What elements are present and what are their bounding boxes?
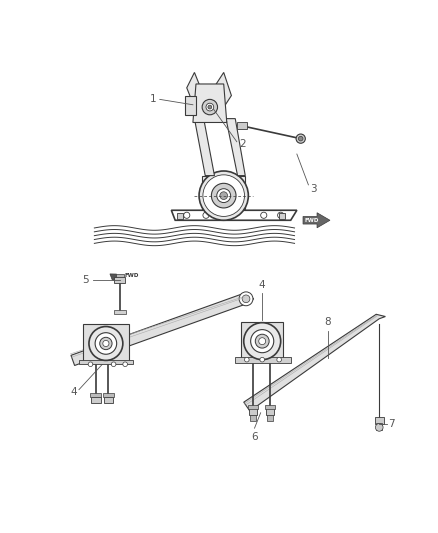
- Circle shape: [251, 329, 274, 353]
- Polygon shape: [226, 119, 245, 175]
- Bar: [91, 393, 101, 397]
- Circle shape: [212, 183, 236, 208]
- Polygon shape: [185, 95, 196, 115]
- Circle shape: [95, 333, 117, 354]
- Circle shape: [242, 295, 250, 303]
- Circle shape: [261, 212, 267, 219]
- Bar: [279, 213, 285, 219]
- Circle shape: [123, 362, 127, 367]
- Circle shape: [220, 192, 228, 199]
- Polygon shape: [83, 324, 129, 363]
- Circle shape: [278, 212, 284, 219]
- Circle shape: [203, 212, 209, 219]
- Polygon shape: [79, 360, 133, 364]
- Text: 7: 7: [389, 419, 395, 429]
- Circle shape: [244, 357, 249, 362]
- Circle shape: [259, 338, 266, 345]
- Text: 5: 5: [82, 276, 89, 285]
- Bar: [113, 310, 126, 314]
- Text: 8: 8: [325, 317, 331, 327]
- Polygon shape: [244, 314, 385, 411]
- Bar: [103, 393, 113, 397]
- Circle shape: [203, 175, 244, 216]
- Text: 4: 4: [259, 280, 265, 289]
- Circle shape: [199, 171, 248, 220]
- Bar: [114, 277, 125, 284]
- Text: 1: 1: [149, 94, 156, 104]
- Polygon shape: [187, 72, 204, 111]
- Text: 2: 2: [239, 139, 246, 149]
- Text: 4: 4: [71, 387, 78, 397]
- Circle shape: [206, 103, 214, 111]
- Circle shape: [89, 327, 123, 360]
- Bar: [247, 405, 258, 409]
- Circle shape: [202, 99, 218, 115]
- Text: FWD: FWD: [304, 218, 319, 223]
- Text: 6: 6: [251, 432, 258, 442]
- Circle shape: [88, 362, 93, 367]
- Circle shape: [260, 357, 265, 362]
- Bar: [177, 213, 183, 219]
- Polygon shape: [214, 72, 231, 111]
- Bar: [103, 397, 113, 403]
- Polygon shape: [303, 213, 330, 228]
- Circle shape: [111, 362, 116, 367]
- Bar: [250, 415, 256, 421]
- Polygon shape: [240, 322, 283, 360]
- Bar: [249, 408, 257, 415]
- Polygon shape: [194, 119, 215, 175]
- Polygon shape: [193, 84, 227, 123]
- Polygon shape: [202, 176, 245, 209]
- Circle shape: [208, 105, 212, 109]
- Circle shape: [298, 136, 303, 141]
- Text: 3: 3: [310, 184, 317, 193]
- Circle shape: [184, 212, 190, 219]
- Bar: [116, 274, 124, 277]
- Polygon shape: [171, 210, 297, 220]
- Circle shape: [296, 134, 305, 143]
- Bar: [376, 423, 382, 431]
- Circle shape: [217, 189, 231, 203]
- Bar: [265, 405, 276, 409]
- Circle shape: [239, 292, 253, 306]
- Polygon shape: [237, 122, 247, 130]
- Polygon shape: [235, 357, 291, 363]
- Text: FWD: FWD: [125, 273, 139, 278]
- Polygon shape: [71, 294, 254, 366]
- Circle shape: [277, 357, 282, 362]
- Circle shape: [100, 337, 112, 350]
- Circle shape: [244, 322, 281, 360]
- Bar: [266, 408, 274, 415]
- Bar: [267, 415, 273, 421]
- Polygon shape: [110, 274, 121, 282]
- Bar: [374, 417, 384, 424]
- Circle shape: [375, 424, 383, 431]
- Circle shape: [103, 341, 109, 346]
- Bar: [91, 397, 100, 403]
- Circle shape: [255, 334, 269, 348]
